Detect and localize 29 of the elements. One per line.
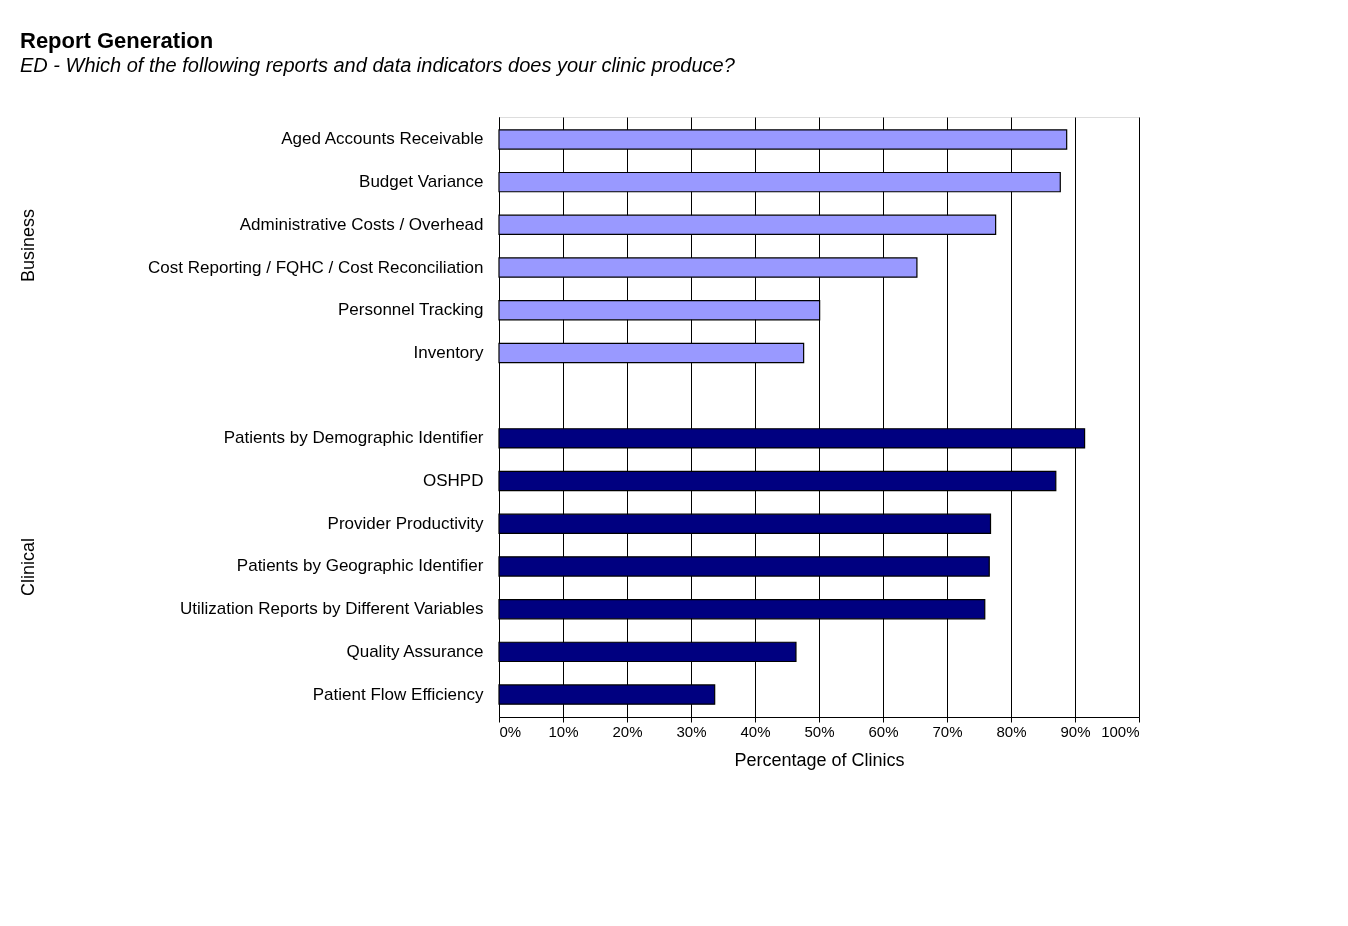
y-tick-label: Aged Accounts Receivable <box>281 129 484 149</box>
x-tick-label: 70% <box>932 722 963 740</box>
x-tick-label: 10% <box>548 722 579 740</box>
y-tick-label: Provider Productivity <box>327 513 484 533</box>
x-tick-label: 40% <box>740 722 771 740</box>
x-tick-label: 30% <box>676 722 707 740</box>
text: Report Generation <box>20 28 214 53</box>
y-tick-label: Quality Assurance <box>346 641 484 661</box>
x-tick-label: 60% <box>868 722 899 740</box>
y-tick-label: Budget Variance <box>359 172 484 192</box>
x-axis-title: Percentage of Clinics <box>734 749 905 770</box>
y-tick-label: Administrative Costs / Overhead <box>239 214 484 234</box>
y-tick-label: Patient Flow Efficiency <box>312 684 484 704</box>
chart-subtitle: ED - Which of the following reports and data indicators does your clinic produce? <box>20 54 736 76</box>
y-tick-label: Inventory <box>413 342 484 362</box>
x-tick-label: 50% <box>804 722 835 740</box>
y-tick-label: Patients by Geographic Identifier <box>236 556 484 576</box>
x-tick-label: 80% <box>996 722 1027 740</box>
x-tick-label: 100% <box>1101 722 1140 740</box>
x-tick-label: 0% <box>499 722 522 740</box>
y-tick-label: OSHPD <box>423 471 484 491</box>
y-tick-label: Cost Reporting / FQHC / Cost Reconciliation <box>148 257 484 277</box>
x-tick-label: 20% <box>612 722 643 740</box>
x-tick-label: 90% <box>1060 722 1091 740</box>
y-tick-label: Patients by Demographic Identifier <box>223 428 484 448</box>
text: Business <box>18 209 38 283</box>
y-tick-label: Personnel Tracking <box>337 300 484 320</box>
y-tick-label: Utilization Reports by Different Variables <box>179 599 484 619</box>
text: Clinical <box>18 537 38 597</box>
